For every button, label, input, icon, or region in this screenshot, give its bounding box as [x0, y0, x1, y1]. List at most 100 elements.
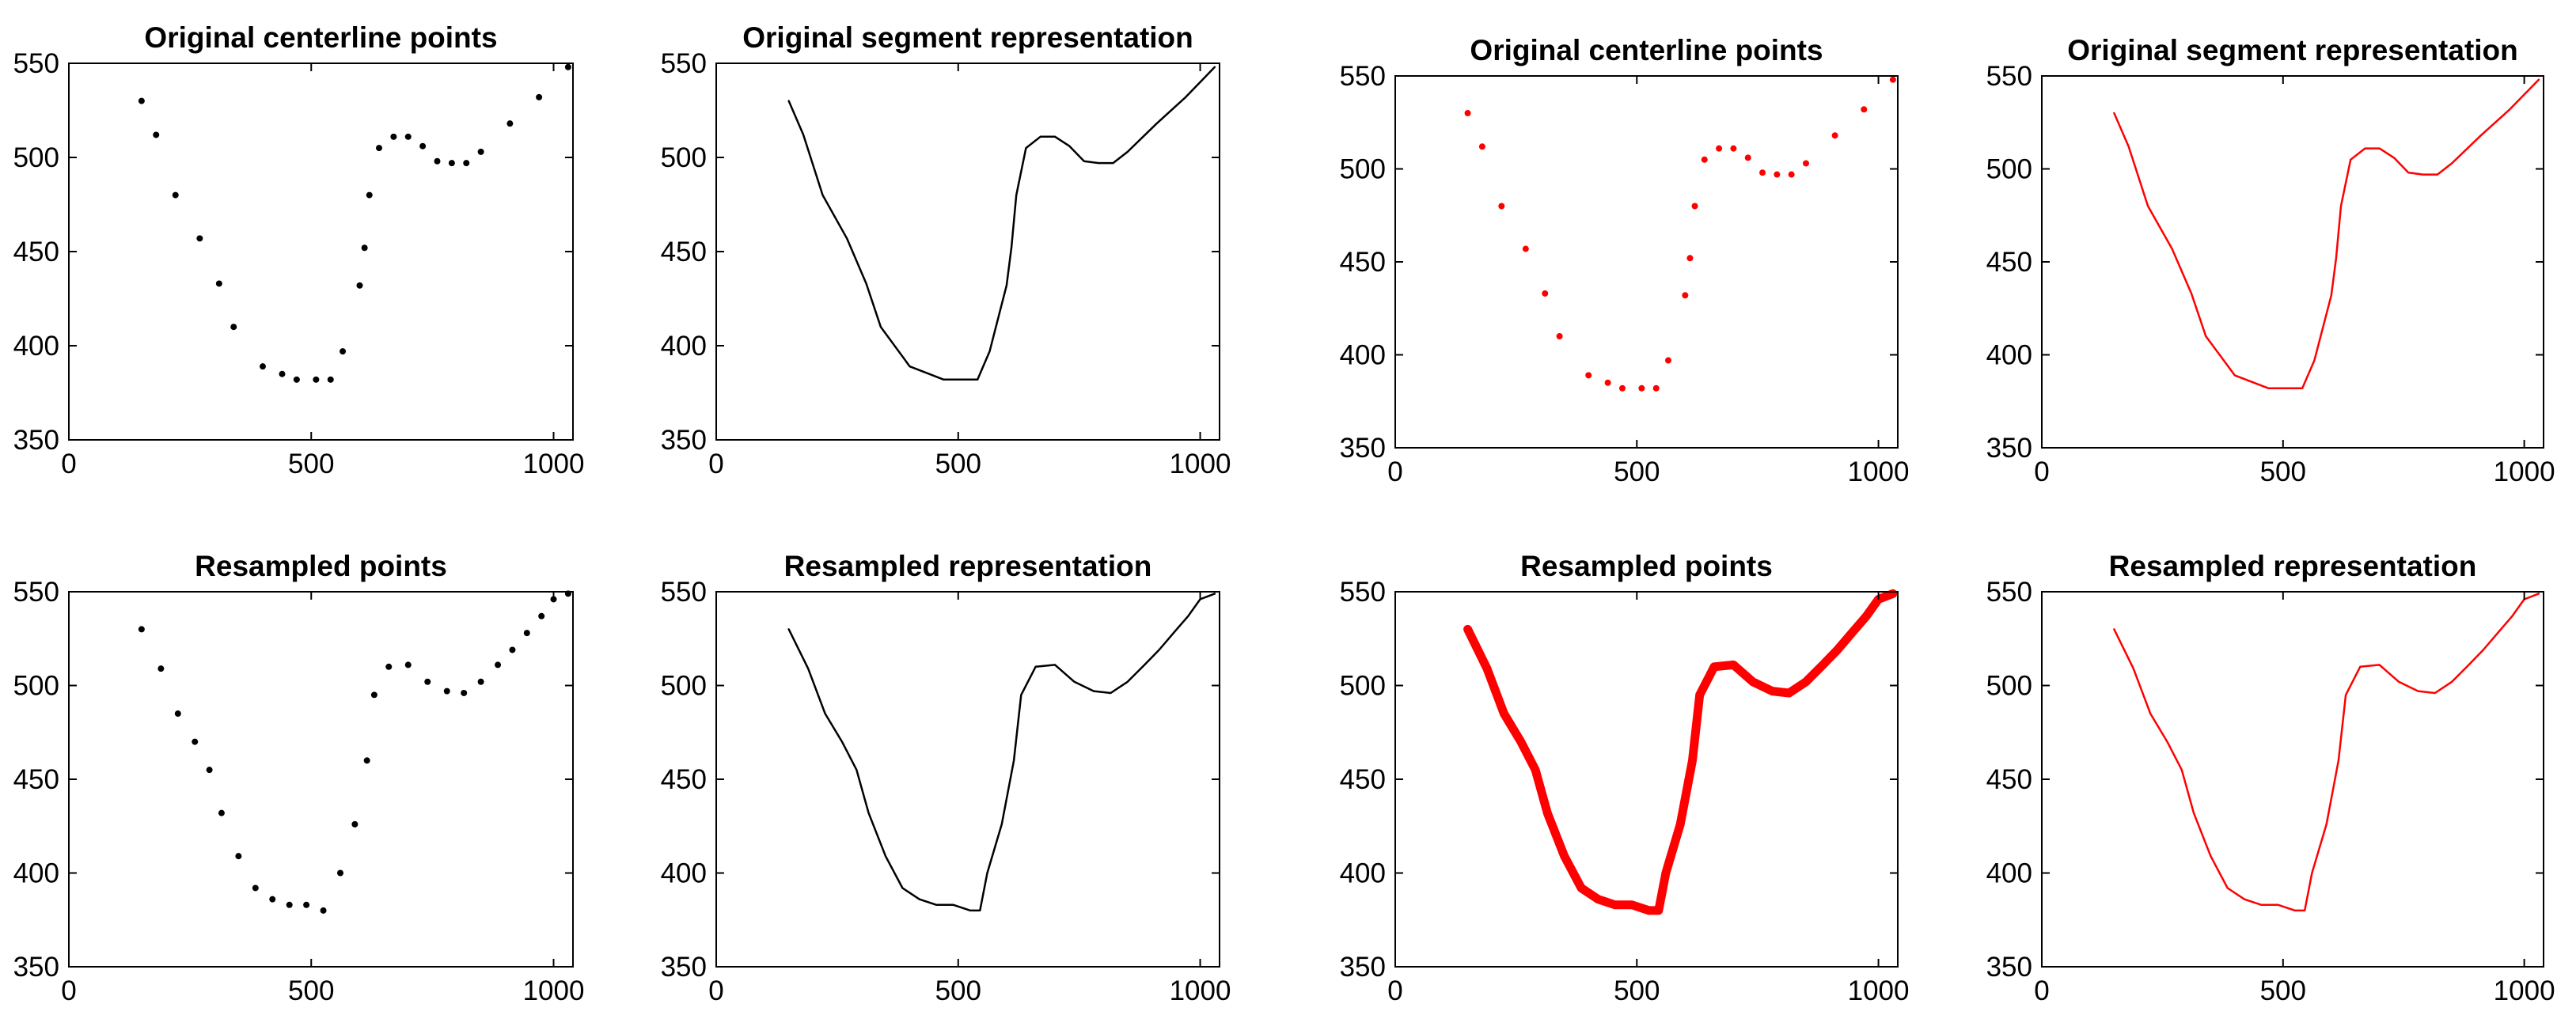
y-tick-label: 350 — [661, 952, 707, 983]
chart-title: Resampled representation — [784, 550, 1152, 582]
x-tick-label: 1000 — [1170, 975, 1231, 1006]
data-point — [1542, 290, 1549, 297]
data-point — [1831, 132, 1838, 139]
chart-title: Original segment representation — [2067, 34, 2518, 66]
data-point — [477, 148, 484, 155]
y-tick-label: 500 — [1340, 671, 1386, 702]
data-point — [1774, 171, 1781, 178]
y-tick-label: 350 — [661, 425, 707, 456]
data-point — [390, 133, 397, 140]
data-point — [1802, 160, 1809, 167]
data-point — [363, 757, 370, 764]
data-point — [337, 869, 343, 877]
y-tick-label: 450 — [1986, 247, 2032, 278]
y-tick-label: 500 — [1986, 671, 2032, 702]
series-line — [2113, 593, 2540, 912]
series-line — [787, 593, 1216, 912]
y-tick-label: 400 — [661, 331, 707, 362]
y-tick-label: 400 — [13, 331, 59, 362]
data-point — [153, 131, 160, 138]
y-tick-label: 550 — [1340, 61, 1386, 92]
y-tick-label: 550 — [1340, 577, 1386, 608]
data-point — [1701, 156, 1708, 163]
data-point — [1464, 110, 1471, 116]
data-point — [138, 97, 145, 104]
x-tick-label: 1000 — [523, 449, 585, 479]
y-tick-label: 550 — [13, 48, 59, 79]
y-tick-label: 500 — [1986, 154, 2032, 185]
data-point — [192, 738, 199, 745]
data-point — [404, 661, 412, 669]
data-point — [1759, 169, 1766, 176]
chart-panel-p7: Resampled points 0 500 1000 350 400 450 500 550 — [1340, 550, 1910, 1006]
data-point — [1556, 333, 1563, 339]
chart-panel-p1: Original centerline points 0 500 1000 350 400… — [13, 21, 585, 479]
x-tick-label: 0 — [708, 449, 723, 479]
x-tick-label: 1000 — [1848, 456, 1910, 487]
series-line — [787, 66, 1216, 381]
x-tick-label: 0 — [708, 975, 723, 1006]
x-tick-label: 500 — [1614, 456, 1660, 487]
series-line — [2113, 78, 2540, 390]
data-point — [260, 363, 266, 370]
x-tick-label: 500 — [935, 975, 981, 1006]
data-point — [313, 376, 320, 383]
chart-title: Resampled points — [195, 550, 447, 582]
data-point — [443, 687, 450, 695]
y-tick-label: 450 — [13, 764, 59, 795]
x-tick-label: 500 — [935, 449, 981, 479]
data-point — [1744, 154, 1751, 161]
data-point — [174, 710, 181, 718]
data-point — [1889, 76, 1896, 83]
x-tick-label: 500 — [288, 449, 334, 479]
y-tick-label: 400 — [1986, 858, 2032, 889]
y-tick-label: 450 — [661, 764, 707, 795]
x-tick-label: 0 — [1387, 456, 1402, 487]
data-point — [538, 612, 545, 619]
data-point — [1691, 203, 1698, 210]
chart-panel-p4: Original segment representation 0 500 1000 3… — [1986, 34, 2555, 487]
y-tick-label: 450 — [1986, 764, 2032, 795]
data-point — [1652, 384, 1660, 392]
x-tick-label: 500 — [2260, 456, 2306, 487]
y-tick-label: 400 — [1986, 340, 2032, 371]
axes-box — [715, 62, 1220, 441]
y-tick-label: 400 — [661, 858, 707, 889]
x-tick-label: 0 — [2034, 456, 2049, 487]
data-point — [235, 853, 242, 860]
x-tick-label: 0 — [61, 975, 76, 1006]
y-tick-label: 350 — [1340, 433, 1386, 464]
data-point — [286, 901, 293, 908]
y-tick-label: 500 — [661, 142, 707, 173]
y-tick-label: 350 — [1340, 952, 1386, 983]
data-point — [477, 678, 484, 685]
data-point — [215, 280, 222, 287]
data-point — [279, 370, 286, 377]
y-tick-label: 450 — [1340, 764, 1386, 795]
chart-panel-p5: Resampled points 0 500 1000 350 400 450 500 550 — [13, 550, 585, 1006]
data-point — [1585, 372, 1592, 379]
y-tick-label: 450 — [13, 237, 59, 267]
x-tick-label: 500 — [1614, 975, 1660, 1006]
y-tick-label: 500 — [661, 671, 707, 702]
data-point — [320, 907, 327, 914]
y-tick-label: 450 — [661, 237, 707, 267]
data-point — [509, 646, 516, 653]
y-tick-label: 500 — [1340, 154, 1386, 185]
x-tick-label: 1000 — [2494, 456, 2555, 487]
data-point — [463, 160, 470, 167]
data-point — [536, 93, 543, 100]
x-tick-label: 1000 — [2494, 975, 2555, 1006]
data-point — [506, 120, 514, 127]
data-point — [495, 661, 502, 669]
data-point — [1478, 143, 1485, 150]
data-point — [419, 142, 427, 150]
y-tick-label: 400 — [1340, 340, 1386, 371]
data-point — [1861, 106, 1868, 113]
y-tick-label: 450 — [1340, 247, 1386, 278]
data-point — [252, 884, 259, 892]
data-point — [196, 235, 203, 242]
data-point — [434, 157, 441, 165]
data-point — [1618, 384, 1626, 392]
